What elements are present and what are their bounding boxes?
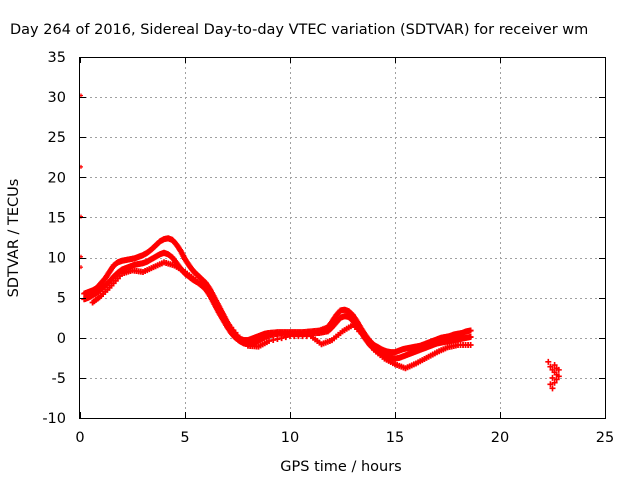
y-tick-label: 30 xyxy=(48,90,66,106)
x-tick-label: 0 xyxy=(75,430,84,446)
grid-lines xyxy=(80,57,605,418)
data-point xyxy=(215,306,222,313)
axis-ticks xyxy=(80,57,606,419)
y-tick-label: -5 xyxy=(52,371,66,387)
y-tick-labels: -10 -5 0 5 10 15 20 25 30 35 xyxy=(42,50,66,427)
data-point xyxy=(211,299,218,306)
data-point xyxy=(209,295,216,302)
y-tick-label: 0 xyxy=(57,331,66,347)
data-point xyxy=(217,309,224,316)
data-point xyxy=(219,312,226,319)
x-tick-label: 5 xyxy=(180,430,189,446)
data-point xyxy=(553,365,560,372)
plot-frame xyxy=(79,57,606,419)
y-tick-label: 5 xyxy=(57,291,66,307)
x-tick-label: 25 xyxy=(596,430,614,446)
y-tick-label: 15 xyxy=(48,210,66,226)
data-point xyxy=(278,335,285,342)
data-point xyxy=(467,327,474,334)
data-point xyxy=(266,337,272,344)
x-tick-label: 15 xyxy=(386,430,404,446)
data-point xyxy=(555,373,562,380)
x-tick-label: 20 xyxy=(491,430,509,446)
data-point xyxy=(203,285,209,292)
data-point xyxy=(467,341,474,348)
y-tick-label: 20 xyxy=(48,170,66,186)
data-point xyxy=(551,379,558,386)
data-point xyxy=(467,333,474,340)
data-point xyxy=(547,381,554,388)
chart-title: Day 264 of 2016, Sidereal Day-to-day VTE… xyxy=(10,22,588,38)
data-point xyxy=(547,363,554,370)
y-tick-label: 25 xyxy=(48,130,66,146)
x-tick-label: 10 xyxy=(281,430,299,446)
data-point xyxy=(551,362,558,369)
data-point xyxy=(270,337,277,344)
data-point xyxy=(205,289,212,296)
y-tick-label: 10 xyxy=(48,251,66,267)
data-points xyxy=(79,93,562,392)
data-point xyxy=(545,358,552,365)
data-point xyxy=(549,385,556,392)
data-point xyxy=(553,376,560,383)
data-point xyxy=(549,374,556,381)
y-tick-label: 35 xyxy=(48,50,66,66)
data-point xyxy=(221,316,228,323)
data-point xyxy=(207,292,214,299)
data-point xyxy=(274,336,281,343)
data-point xyxy=(213,302,220,309)
y-tick-label: -10 xyxy=(42,411,66,427)
x-tick-labels: 0 5 10 15 20 25 xyxy=(75,430,614,446)
data-point xyxy=(282,334,289,341)
x-axis-label: GPS time / hours xyxy=(280,459,401,475)
y-axis-label: SDTVAR / TECUs xyxy=(6,179,22,298)
